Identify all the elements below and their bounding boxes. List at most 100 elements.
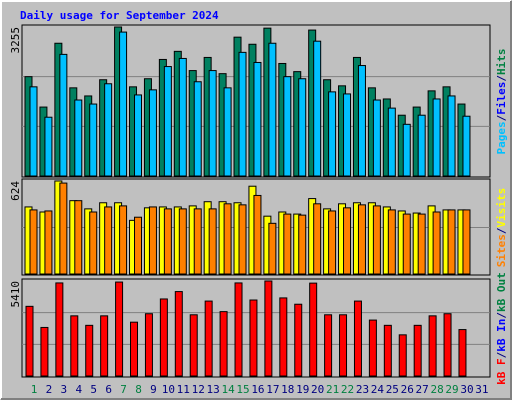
bar xyxy=(357,65,366,177)
bar xyxy=(55,282,64,377)
bar xyxy=(283,76,292,177)
bar xyxy=(413,324,422,377)
bar xyxy=(328,91,337,177)
bar xyxy=(447,95,456,177)
x-tick-label: 27 xyxy=(416,383,429,396)
bar xyxy=(372,205,381,275)
x-tick-label: 7 xyxy=(120,383,127,396)
bar xyxy=(159,298,168,377)
bar xyxy=(74,200,83,275)
bar xyxy=(25,305,34,377)
bar xyxy=(383,324,392,377)
bar xyxy=(462,209,471,275)
legend-entry: kB F xyxy=(495,358,508,385)
x-tick-label: 11 xyxy=(177,383,190,396)
bar xyxy=(174,291,183,377)
bar xyxy=(104,206,113,275)
bar xyxy=(219,311,228,377)
bar xyxy=(223,87,232,177)
x-tick-label: 25 xyxy=(386,383,399,396)
bar xyxy=(402,123,411,177)
bar xyxy=(432,98,441,177)
legend: Sites/Visits xyxy=(495,188,508,268)
bar xyxy=(189,314,198,377)
y-tick-label: 624 xyxy=(9,181,22,201)
bar xyxy=(59,53,68,177)
x-tick-label: 16 xyxy=(251,383,264,396)
legend-separator: / xyxy=(495,75,508,82)
x-tick-label: 28 xyxy=(430,383,443,396)
legend-entry: Pages xyxy=(495,121,508,154)
bar xyxy=(89,211,98,275)
bar xyxy=(148,89,157,177)
bar xyxy=(402,213,411,275)
bar xyxy=(238,51,247,177)
bar xyxy=(417,213,426,275)
bar xyxy=(328,210,337,275)
x-tick-label: 9 xyxy=(150,383,157,396)
bar xyxy=(298,78,307,177)
x-tick-label: 26 xyxy=(401,383,414,396)
bar xyxy=(163,66,172,177)
bar xyxy=(372,99,381,177)
legend-separator: / xyxy=(495,114,508,121)
x-tick-label: 14 xyxy=(221,383,235,396)
bar xyxy=(432,211,441,275)
x-tick-label: 10 xyxy=(162,383,175,396)
bar xyxy=(357,204,366,275)
x-tick-label: 3 xyxy=(61,383,68,396)
bar xyxy=(134,94,143,177)
bar xyxy=(443,313,452,377)
x-tick-label: 22 xyxy=(341,383,354,396)
bar xyxy=(417,114,426,177)
bar xyxy=(234,282,243,377)
bar xyxy=(279,297,288,377)
bar xyxy=(115,281,124,377)
x-tick-label: 19 xyxy=(296,383,309,396)
bar xyxy=(353,300,362,377)
x-tick-label: 8 xyxy=(135,383,142,396)
bar xyxy=(249,299,258,377)
bar xyxy=(283,213,292,275)
x-tick-label: 12 xyxy=(192,383,205,396)
bar xyxy=(343,207,352,275)
chart-title: Daily usage for September 2024 xyxy=(20,9,219,22)
bar xyxy=(193,208,202,275)
bar xyxy=(178,208,187,275)
legend-entry: kB In xyxy=(495,319,508,352)
legend: Pages/Files/Hits xyxy=(495,49,508,155)
bar xyxy=(70,315,79,377)
legend-entry: Sites xyxy=(495,234,508,267)
bar xyxy=(462,115,471,177)
bar xyxy=(294,303,303,377)
x-tick-label: 24 xyxy=(371,383,385,396)
bar xyxy=(40,326,49,377)
bar xyxy=(458,329,467,377)
x-tick-label: 13 xyxy=(207,383,220,396)
bar xyxy=(298,214,307,275)
x-tick-label: 4 xyxy=(75,383,82,396)
bar xyxy=(387,107,396,177)
bar xyxy=(343,93,352,177)
x-tick-label: 2 xyxy=(46,383,53,396)
bar xyxy=(44,116,53,177)
bar xyxy=(104,83,113,177)
legend-entry: Files xyxy=(495,82,508,115)
bar xyxy=(144,313,153,377)
x-tick-label: 29 xyxy=(445,383,458,396)
legend-entry: Hits xyxy=(495,49,508,76)
bar xyxy=(253,61,262,177)
bar xyxy=(268,42,277,177)
bar xyxy=(368,319,377,377)
x-tick-label: 17 xyxy=(266,383,279,396)
bar xyxy=(148,206,157,275)
bar xyxy=(44,210,53,275)
legend-entry: kB Out xyxy=(495,272,508,312)
bar xyxy=(253,194,262,275)
bar xyxy=(89,103,98,177)
bar xyxy=(309,282,318,377)
bar xyxy=(29,86,38,177)
